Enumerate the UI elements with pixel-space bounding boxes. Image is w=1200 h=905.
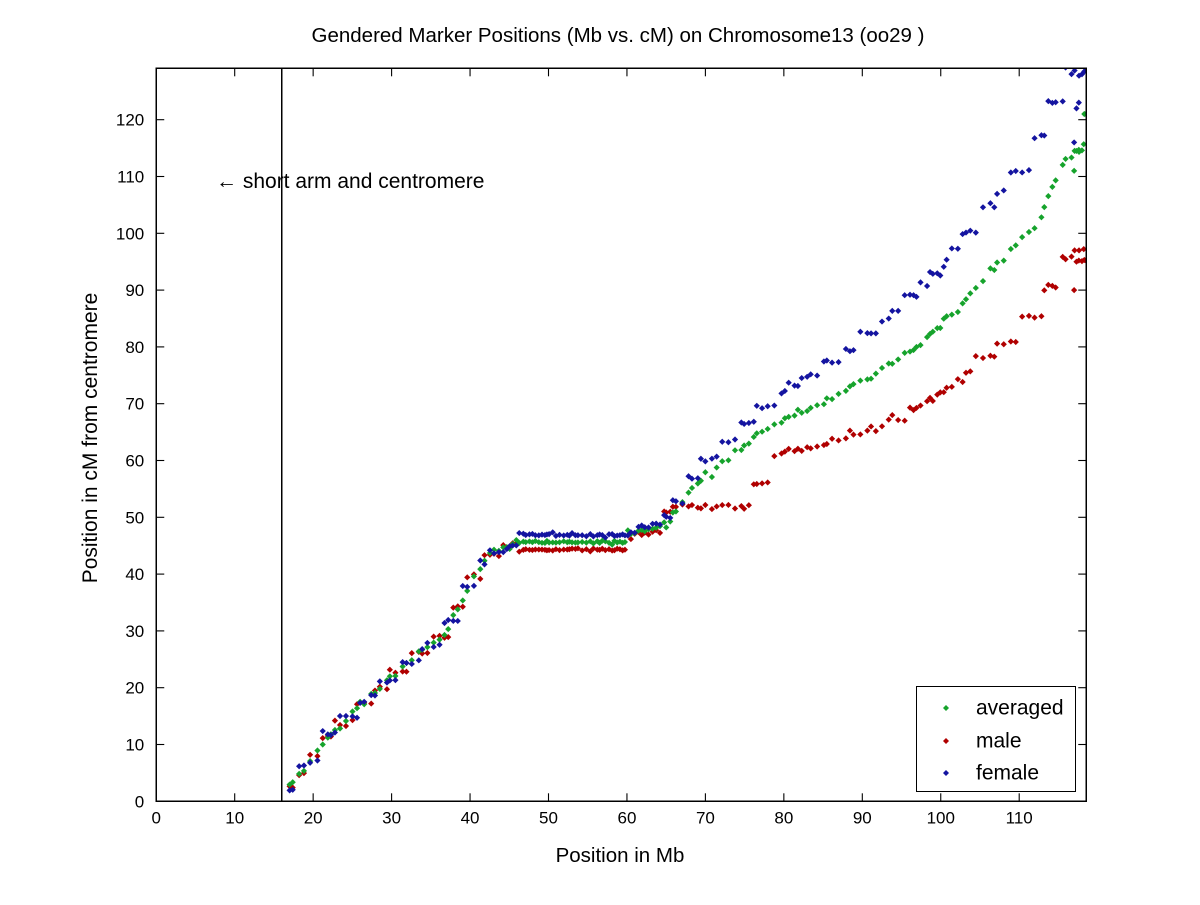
svg-text:80: 80	[774, 808, 793, 827]
svg-text:30: 30	[125, 622, 144, 641]
svg-text:120: 120	[116, 111, 144, 130]
svg-text:70: 70	[125, 395, 144, 414]
svg-text:60: 60	[125, 452, 144, 471]
svg-text:90: 90	[853, 808, 872, 827]
svg-text:← short arm and centromere: ← short arm and centromere	[216, 170, 484, 193]
svg-text:Position in Mb: Position in Mb	[556, 844, 685, 867]
svg-text:Gendered Marker Positions (Mb: Gendered Marker Positions (Mb vs. cM) on…	[312, 24, 925, 47]
svg-text:20: 20	[125, 679, 144, 698]
svg-text:0: 0	[152, 808, 161, 827]
svg-text:70: 70	[696, 808, 715, 827]
svg-text:50: 50	[539, 808, 558, 827]
svg-text:90: 90	[125, 281, 144, 300]
svg-text:10: 10	[125, 736, 144, 755]
svg-text:Position in cM from centromere: Position in cM from centromere	[79, 293, 102, 584]
svg-text:60: 60	[617, 808, 636, 827]
svg-text:40: 40	[461, 808, 480, 827]
svg-text:100: 100	[927, 808, 955, 827]
svg-text:110: 110	[1006, 808, 1033, 827]
svg-text:30: 30	[382, 808, 401, 827]
svg-text:50: 50	[125, 508, 144, 527]
svg-text:40: 40	[125, 565, 144, 584]
svg-text:20: 20	[304, 808, 323, 827]
svg-text:80: 80	[125, 338, 144, 357]
svg-text:0: 0	[135, 792, 144, 811]
svg-text:averaged: averaged	[976, 697, 1064, 720]
svg-text:female: female	[976, 762, 1039, 785]
svg-text:110: 110	[117, 168, 144, 187]
svg-text:10: 10	[225, 808, 244, 827]
svg-text:male: male	[976, 730, 1022, 753]
svg-text:100: 100	[116, 224, 144, 243]
